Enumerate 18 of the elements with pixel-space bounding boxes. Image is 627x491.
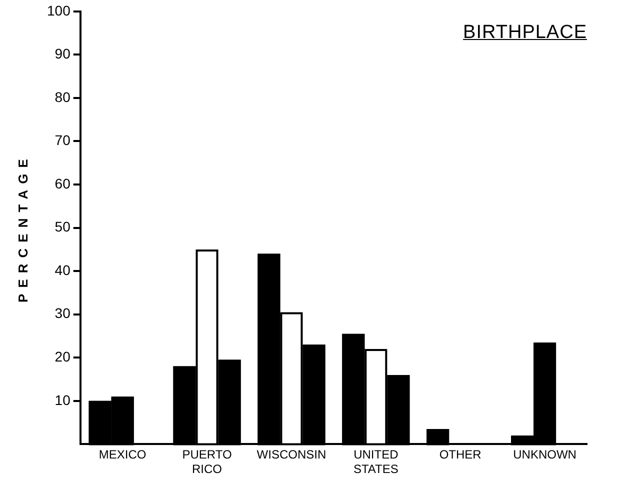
- y-tick-label: 50: [54, 218, 71, 235]
- x-tick-label: PUERTO RICO: [182, 448, 232, 476]
- y-tick-label: 40: [54, 262, 71, 278]
- x-tick-label: UNITED STATES: [353, 448, 399, 476]
- y-tick-label: 30: [54, 305, 71, 322]
- x-tick-label: UNKNOWN: [513, 448, 576, 462]
- y-tick-label: 70: [54, 132, 71, 148]
- y-tick-label: 20: [54, 348, 71, 364]
- y-tick-label: 80: [54, 88, 71, 105]
- text: BIRTHPLACE: [463, 22, 587, 44]
- x-tick-label: OTHER: [439, 448, 482, 462]
- y-tick-label: 60: [54, 175, 71, 192]
- y-tick-label: 100: [47, 2, 71, 18]
- y-tick-label: 10: [54, 392, 71, 408]
- y-tick-label: 90: [54, 46, 71, 62]
- y-axis-title: PERCENTAGE: [16, 153, 31, 302]
- x-tick-label: MEXICO: [98, 448, 146, 462]
- x-tick-label: WISCONSIN: [256, 448, 326, 462]
